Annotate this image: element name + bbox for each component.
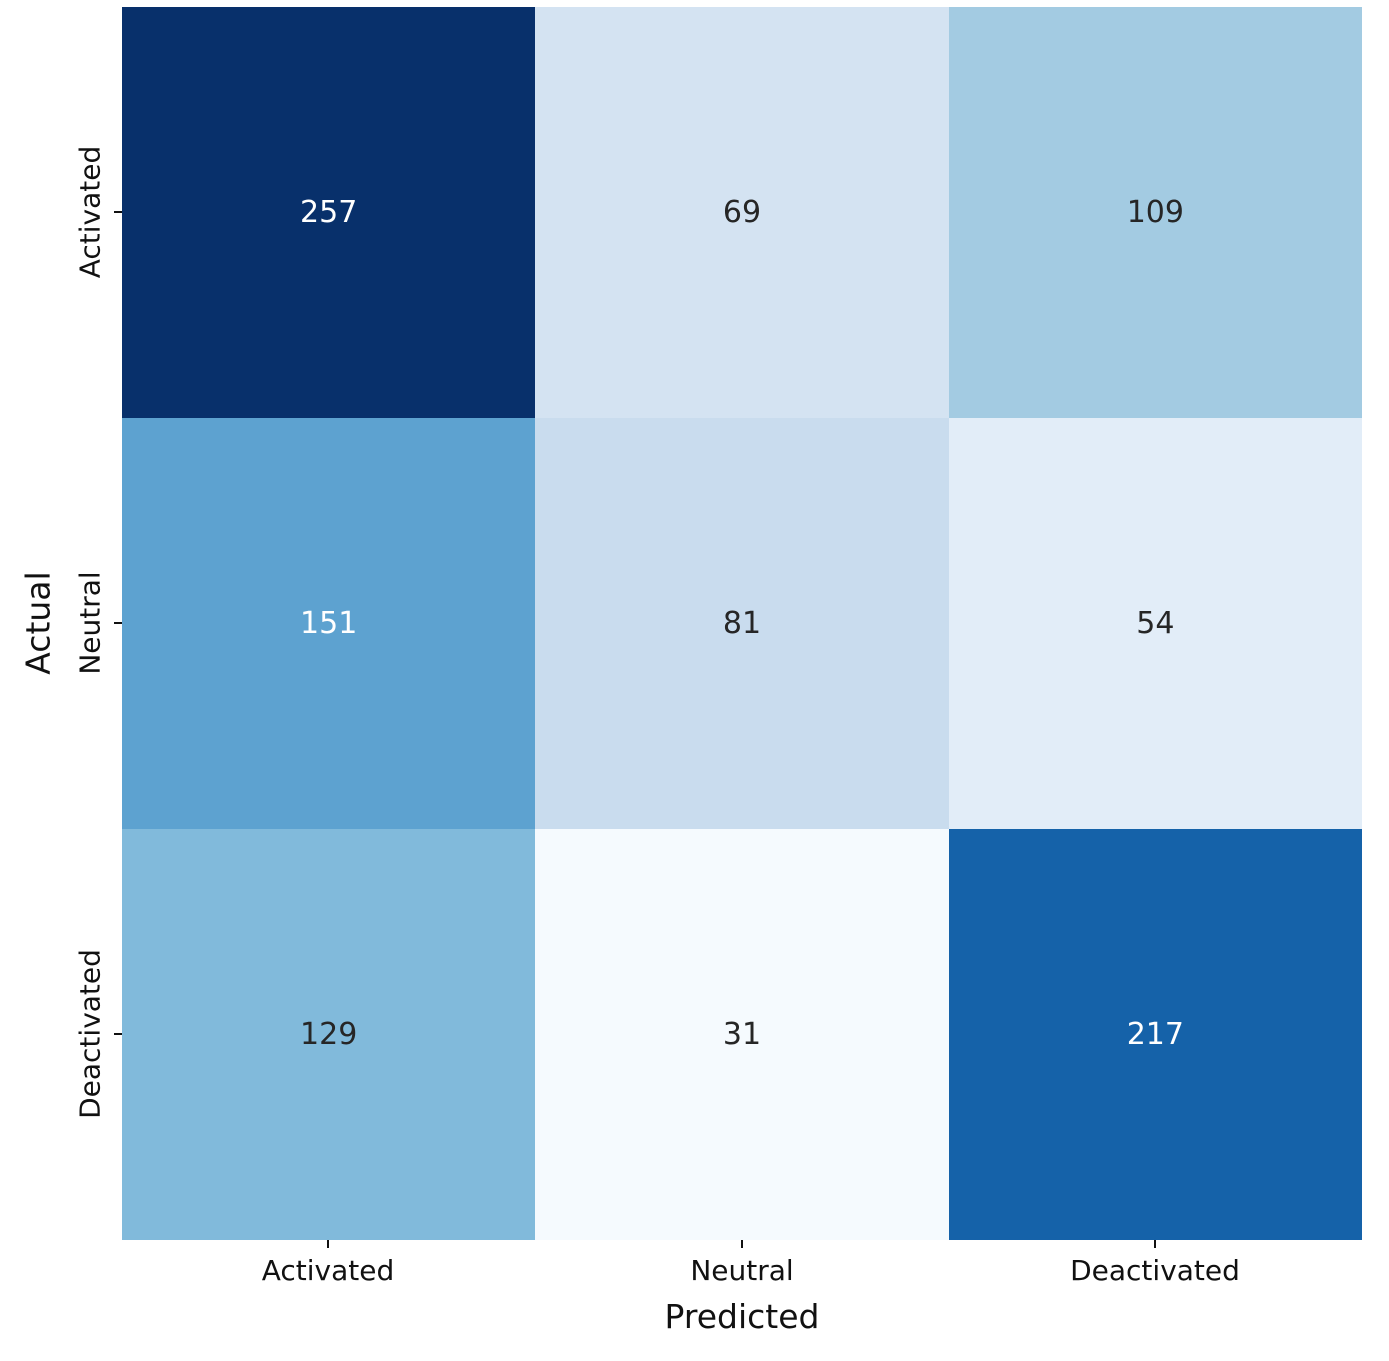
heatmap-cell: 257	[122, 7, 536, 418]
y-tick-mark	[114, 622, 122, 624]
heatmap-grid: 257 69 109 151 81 54 129 31 217	[122, 7, 1362, 1240]
heatmap-cell: 129	[122, 829, 536, 1240]
heatmap-cell: 31	[535, 829, 949, 1240]
heatmap-cell: 217	[948, 829, 1362, 1240]
heatmap-cell: 54	[948, 418, 1362, 829]
heatmap-cell: 69	[535, 7, 949, 418]
x-tick-mark	[1154, 1240, 1156, 1248]
x-tick-mark	[327, 1240, 329, 1248]
y-tick-mark	[114, 211, 122, 213]
y-tick-mark	[114, 1033, 122, 1035]
heatmap-cell: 109	[948, 7, 1362, 418]
x-tick-mark	[741, 1240, 743, 1248]
heatmap-cell: 151	[122, 418, 536, 829]
heatmap-cell: 81	[535, 418, 949, 829]
